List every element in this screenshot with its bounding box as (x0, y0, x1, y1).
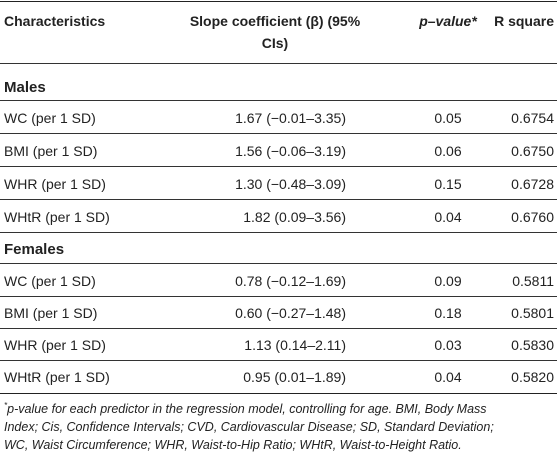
row-p: 0.04 (434, 209, 462, 225)
header-r-square: R square (494, 13, 554, 29)
row-slope: 1.13 (0.14–2.11) (244, 337, 346, 353)
row-p: 0.09 (434, 273, 462, 289)
row-divider (0, 232, 557, 233)
section-title-females: Females (4, 241, 65, 258)
row-label: WC (per 1 SD) (4, 273, 96, 289)
row-p: 0.06 (434, 143, 462, 159)
row-p: 0.04 (434, 369, 462, 385)
row-slope: 1.67 (−0.01–3.35) (235, 110, 346, 126)
header-p-value: p–value* (419, 13, 477, 29)
row-divider (0, 199, 557, 200)
row-divider (0, 360, 557, 361)
row-label: WHtR (per 1 SD) (4, 369, 110, 385)
row-slope: 1.30 (−0.48–3.09) (235, 176, 346, 192)
row-slope: 0.60 (−0.27–1.48) (235, 305, 346, 321)
row-r2: 0.5830 (511, 337, 554, 353)
row-label: WC (per 1 SD) (4, 110, 96, 126)
row-divider (0, 133, 557, 134)
row-label: WHtR (per 1 SD) (4, 209, 110, 225)
header-slope-line2: CIs) (261, 35, 289, 51)
row-p: 0.05 (434, 110, 462, 126)
header-slope-line1: Slope coefficient (β) (95% (189, 13, 361, 29)
row-divider (0, 328, 557, 329)
row-slope: 1.82 (0.09–3.56) (243, 209, 346, 225)
row-r2: 0.5801 (511, 305, 554, 321)
footnote-line3: WC, Waist Circumference; WHR, Waist-to-H… (4, 438, 462, 452)
row-label: BMI (per 1 SD) (4, 305, 98, 321)
footnote-line2: Index; Cis, Confidence Intervals; CVD, C… (4, 420, 494, 434)
footnote-mark: * (4, 400, 8, 410)
row-label: BMI (per 1 SD) (4, 143, 98, 159)
row-label: WHR (per 1 SD) (4, 176, 106, 192)
row-r2: 0.5811 (512, 273, 554, 289)
row-slope: 0.95 (0.01–1.89) (243, 369, 346, 385)
footnote-line1: p-value for each predictor in the regres… (7, 402, 487, 416)
table-footnote: *p-value for each predictor in the regre… (4, 400, 556, 454)
row-r2: 0.6750 (511, 143, 554, 159)
row-slope: 0.78 (−0.12–1.69) (235, 273, 346, 289)
row-p: 0.18 (434, 305, 462, 321)
row-r2: 0.6754 (511, 110, 554, 126)
table-bottom-rule (0, 393, 557, 394)
header-rule (0, 63, 557, 64)
row-divider (0, 263, 557, 264)
row-label: WHR (per 1 SD) (4, 337, 106, 353)
row-r2: 0.5820 (511, 369, 554, 385)
row-r2: 0.6728 (511, 176, 554, 192)
section-title-males: Males (4, 79, 46, 96)
table-top-rule (0, 1, 557, 2)
row-slope: 1.56 (−0.06–3.19) (235, 143, 346, 159)
row-divider (0, 166, 557, 167)
header-characteristics: Characteristics (4, 13, 106, 29)
row-p: 0.03 (434, 337, 462, 353)
row-r2: 0.6760 (511, 209, 554, 225)
row-divider (0, 296, 557, 297)
row-divider (0, 100, 557, 101)
row-p: 0.15 (434, 176, 462, 192)
